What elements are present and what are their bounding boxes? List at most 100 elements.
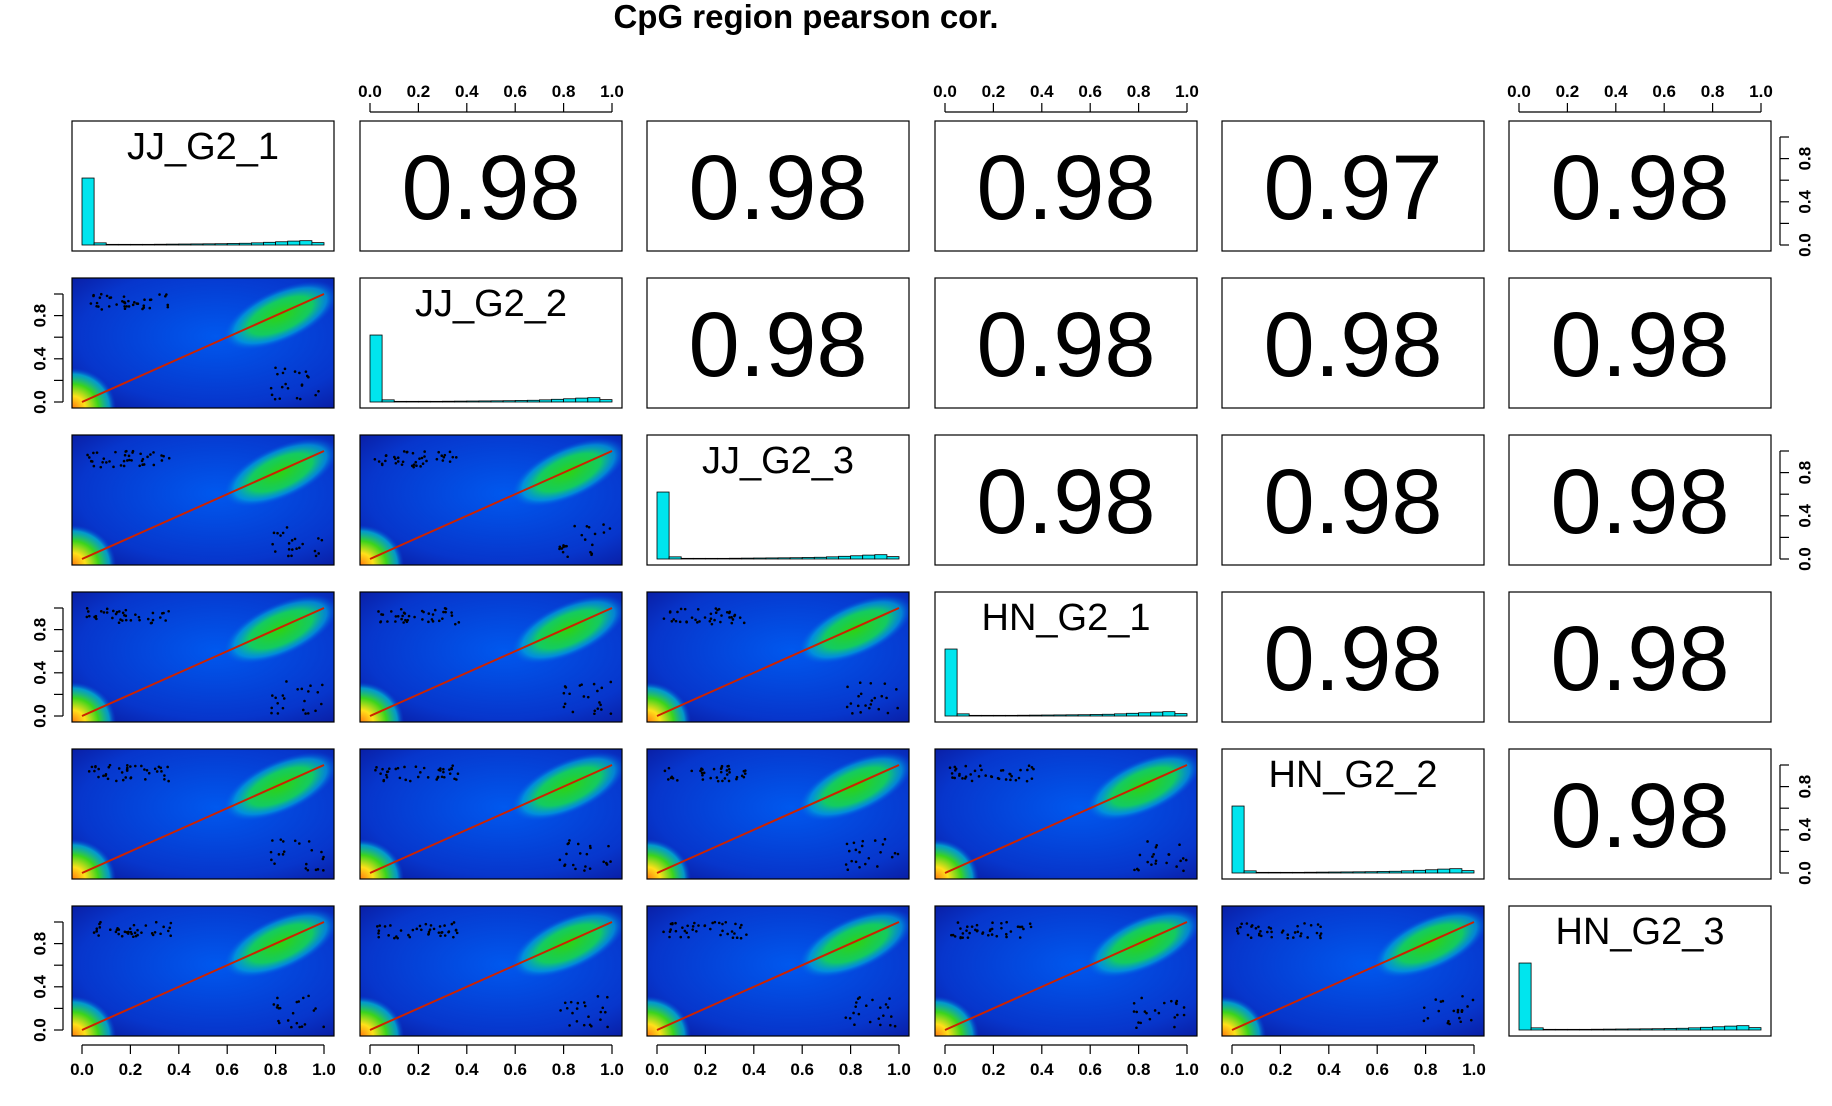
outlier-point	[151, 618, 155, 622]
x-tick-label: 0.6	[215, 1060, 239, 1079]
outlier-point	[303, 1023, 307, 1026]
outlier-point	[1469, 1018, 1473, 1022]
outlier-point	[314, 709, 317, 713]
outlier-point	[725, 773, 729, 776]
outlier-point	[714, 607, 718, 610]
histogram-bar	[1174, 713, 1188, 717]
panel-border	[1508, 748, 1772, 880]
outlier-point	[727, 611, 731, 615]
density-peak-low	[647, 839, 691, 879]
outlier-point	[725, 769, 729, 772]
outlier-point	[281, 840, 285, 843]
outlier-point	[312, 1009, 316, 1012]
outlier-point	[146, 455, 149, 459]
outlier-point	[593, 532, 597, 536]
outlier-point	[305, 862, 308, 866]
outlier-point	[287, 554, 290, 558]
variable-label: HN_G2_1	[982, 597, 1151, 639]
outlier-point	[167, 456, 171, 460]
outlier-point	[428, 928, 432, 931]
density-peak-high	[510, 594, 622, 665]
outlier-point	[674, 929, 678, 933]
y-tick-label: 0.0	[1795, 861, 1814, 885]
outlier-point	[86, 610, 90, 613]
outlier-point	[144, 924, 148, 927]
outlier-point	[585, 852, 589, 856]
outlier-point	[98, 926, 102, 929]
y-tick-label: 0.4	[30, 346, 49, 370]
x-tick-label: 0.6	[1078, 1060, 1102, 1079]
outlier-point	[377, 935, 381, 939]
x-tick-label: 1.0	[1175, 82, 1199, 101]
histogram-bar	[705, 557, 718, 560]
outlier-point	[126, 932, 130, 935]
x-tick-label: 0.8	[1127, 82, 1151, 101]
outlier-point	[562, 705, 566, 709]
outlier-point	[674, 921, 677, 925]
outlier-point	[565, 852, 568, 856]
panel-border	[1221, 591, 1485, 723]
outlier-point	[1170, 999, 1173, 1003]
outlier-point	[128, 458, 131, 462]
outlier-point	[437, 619, 441, 623]
panel-4-0	[71, 748, 335, 880]
outlier-point	[122, 464, 126, 468]
outlier-point	[671, 922, 674, 925]
variable-label: HN_G2_2	[1269, 754, 1438, 796]
outlier-point	[1270, 930, 1273, 934]
correlation-value: 0.98	[976, 137, 1155, 239]
outlier-point	[120, 934, 124, 938]
outlier-point	[454, 456, 458, 459]
outlier-point	[162, 454, 165, 458]
outlier-point	[681, 926, 684, 929]
outlier-point	[582, 695, 586, 698]
outlier-point	[1286, 933, 1290, 937]
outlier-point	[394, 461, 398, 465]
outlier-point	[276, 372, 279, 376]
outlier-point	[720, 764, 724, 768]
fit-line	[369, 607, 613, 717]
histogram-bar	[1053, 714, 1067, 717]
panel-border	[71, 905, 335, 1037]
outlier-point	[598, 701, 601, 704]
outlier-point	[142, 306, 146, 309]
outlier-point	[1154, 845, 1158, 849]
outlier-point	[277, 853, 281, 856]
density-peak-low	[360, 682, 404, 722]
panel-border	[1508, 591, 1772, 723]
outlier-point	[143, 768, 146, 771]
outlier-point	[160, 459, 164, 462]
outlier-point	[102, 457, 106, 460]
outlier-point	[314, 554, 318, 558]
variable-label: JJ_G2_3	[702, 440, 854, 482]
outlier-point	[1466, 1005, 1469, 1008]
outlier-point	[148, 306, 152, 310]
x-axis: 0.0 0.2 0.4 0.6 0.8 1.0	[933, 82, 1199, 113]
outlier-point	[663, 769, 667, 773]
outlier-point	[401, 614, 404, 618]
outlier-point	[432, 927, 436, 931]
outlier-point	[377, 610, 380, 613]
x-tick-label: 0.2	[982, 82, 1006, 101]
outlier-point	[1426, 1016, 1430, 1020]
outlier-point	[859, 692, 863, 696]
histogram-bar	[142, 243, 156, 246]
outlier-point	[295, 1000, 299, 1004]
x-tick-label: 0.4	[1030, 1060, 1054, 1079]
outlier-point	[290, 1025, 293, 1029]
outlier-point	[92, 451, 95, 455]
density-peak-low	[647, 682, 691, 722]
outlier-point	[162, 925, 165, 929]
outlier-point	[285, 680, 288, 683]
y-tick-label: 0.4	[1795, 189, 1814, 213]
outlier-point	[895, 688, 898, 691]
outlier-point	[1439, 1000, 1443, 1003]
outlier-point	[668, 930, 672, 933]
outlier-point	[450, 611, 453, 614]
outlier-point	[119, 464, 123, 467]
outlier-point	[1246, 933, 1250, 937]
histogram-bar	[801, 557, 815, 560]
outlier-point	[125, 449, 128, 453]
panel-0-1: 0.98	[359, 120, 623, 252]
outlier-point	[451, 764, 455, 767]
